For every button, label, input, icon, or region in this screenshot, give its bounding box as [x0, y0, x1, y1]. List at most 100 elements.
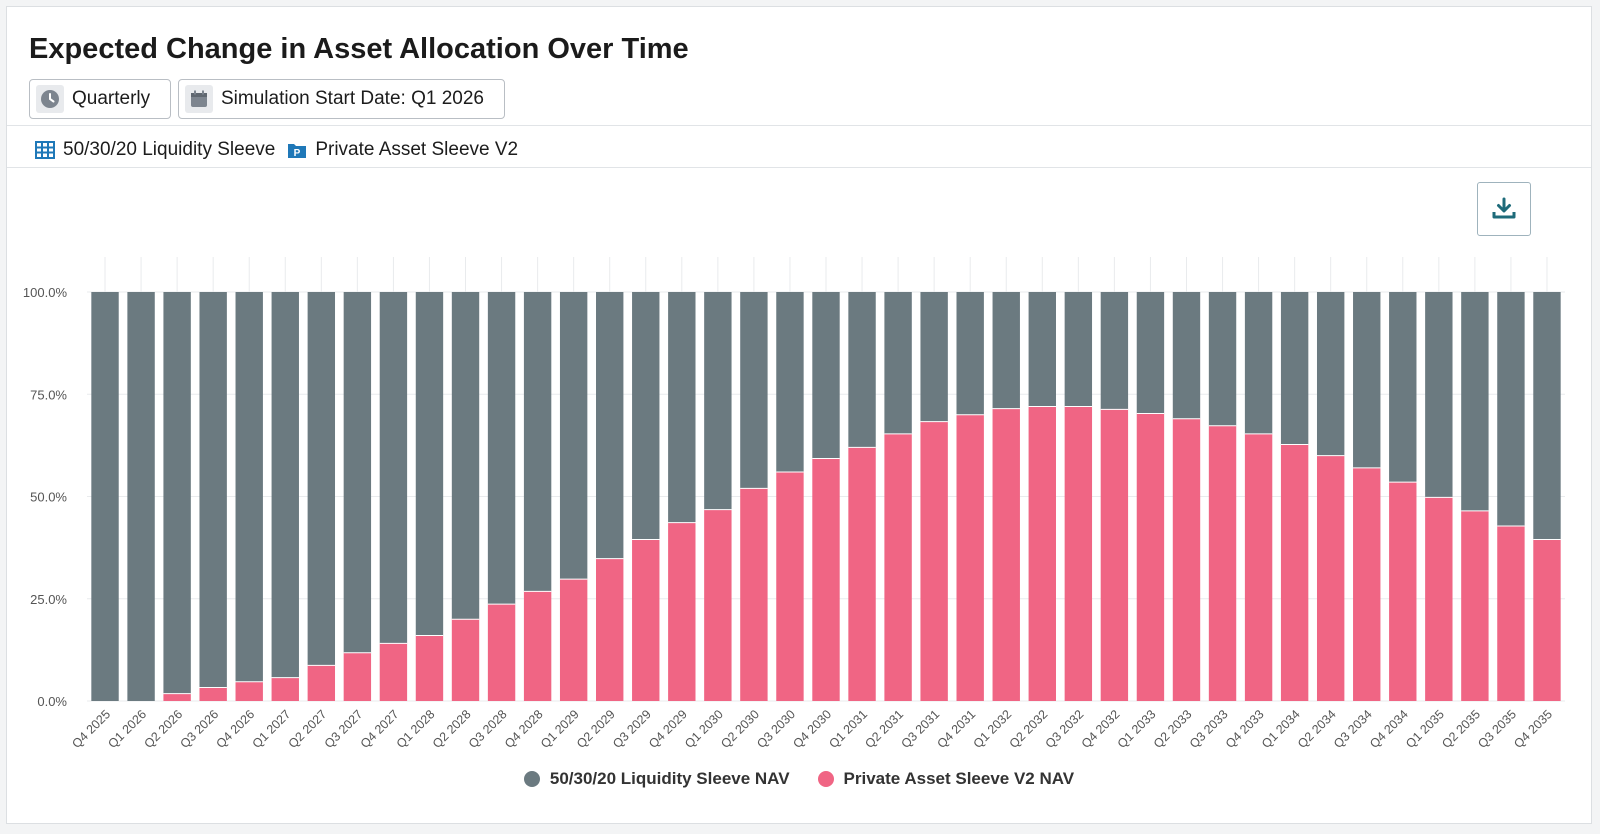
x-tick-label: Q2 2026 — [141, 707, 185, 751]
x-tick-label: Q3 2026 — [177, 707, 221, 751]
legend-dot-private — [817, 771, 834, 787]
y-tick-label: 100.0% — [23, 285, 68, 300]
bar-liquidity-q1-2030 — [704, 292, 732, 510]
bar-liquidity-q4-2028 — [523, 292, 552, 592]
y-tick-label: 25.0% — [30, 592, 67, 607]
x-tick-label: Q1 2032 — [971, 707, 1015, 751]
bar-liquidity-q2-2028 — [451, 292, 480, 620]
bar-private-q4-2035 — [1533, 539, 1561, 701]
frequency-button[interactable]: Quarterly — [29, 79, 172, 119]
x-tick-label: Q4 2035 — [1511, 707, 1555, 751]
x-tick-label: Q1 2030 — [682, 707, 726, 751]
bar-private-q4-2029 — [668, 522, 696, 701]
bar-liquidity-q3-2030 — [776, 292, 804, 472]
bar-private-q3-2033 — [1208, 425, 1237, 701]
grid-table-icon — [35, 141, 55, 159]
bar-liquidity-q4-2032 — [1100, 292, 1129, 410]
x-tick-label: Q3 2027 — [322, 707, 366, 751]
page-title: Expected Change in Asset Allocation Over… — [29, 33, 689, 65]
bar-private-q3-2030 — [776, 471, 804, 701]
legend-item-liquidity[interactable]: 50/30/20 Liquidity Sleeve NAV — [523, 769, 790, 789]
bar-private-q2-2029 — [596, 558, 624, 701]
y-tick-label: 50.0% — [30, 490, 67, 505]
bar-private-q2-2026 — [163, 693, 191, 701]
bar-private-q1-2031 — [848, 447, 876, 701]
legend-label-private: Private Asset Sleeve V2 NAV — [843, 769, 1075, 788]
bar-liquidity-q1-2032 — [992, 292, 1020, 409]
x-tick-label: Q4 2033 — [1223, 707, 1267, 751]
x-tick-label: Q2 2035 — [1439, 707, 1483, 751]
legend-item-private[interactable]: Private Asset Sleeve V2 NAV — [817, 769, 1075, 789]
bar-private-q4-2030 — [812, 458, 840, 701]
bar-liquidity-q3-2031 — [920, 292, 948, 422]
x-tick-label: Q1 2034 — [1259, 707, 1303, 751]
svg-text:P: P — [294, 148, 301, 159]
bar-liquidity-q3-2034 — [1353, 292, 1381, 468]
bar-private-q2-2035 — [1461, 510, 1489, 701]
chart-card: Expected Change in Asset Allocation Over… — [6, 6, 1592, 824]
bar-private-q3-2032 — [1064, 406, 1093, 701]
bar-liquidity-q4-2029 — [668, 292, 696, 523]
sleeve-liquidity-label: 50/30/20 Liquidity Sleeve — [63, 139, 276, 160]
bar-private-q1-2033 — [1136, 413, 1165, 701]
x-tick-label: Q3 2030 — [754, 707, 798, 751]
sleeve-private-label: Private Asset Sleeve V2 — [315, 139, 519, 160]
bar-liquidity-q3-2033 — [1208, 292, 1237, 426]
bar-liquidity-q4-2026 — [235, 292, 263, 682]
bar-private-q3-2029 — [632, 539, 660, 701]
sleeve-liquidity[interactable]: 50/30/20 Liquidity Sleeve — [35, 139, 275, 161]
x-tick-label: Q3 2031 — [898, 707, 942, 751]
bar-private-q1-2027 — [271, 677, 299, 701]
x-tick-label: Q2 2032 — [1007, 707, 1051, 751]
x-tick-label: Q2 2033 — [1151, 707, 1195, 751]
bar-private-q4-2034 — [1389, 482, 1417, 701]
start-date-button[interactable]: Simulation Start Date: Q1 2026 — [178, 79, 505, 119]
bar-private-q1-2034 — [1280, 444, 1309, 701]
bar-liquidity-q3-2027 — [343, 292, 372, 653]
x-tick-label: Q2 2030 — [718, 707, 762, 751]
divider-top — [7, 125, 1591, 126]
bar-private-q1-2030 — [704, 509, 732, 701]
x-tick-label: Q4 2031 — [934, 707, 978, 751]
bar-private-q3-2026 — [199, 687, 227, 701]
bar-liquidity-q2-2026 — [163, 292, 191, 694]
bar-private-q4-2028 — [523, 591, 552, 701]
bar-private-q2-2030 — [740, 488, 768, 701]
x-tick-label: Q3 2034 — [1331, 707, 1375, 751]
bar-liquidity-q2-2033 — [1172, 292, 1201, 419]
x-tick-label: Q2 2034 — [1295, 707, 1339, 751]
bar-private-q1-2028 — [415, 635, 444, 701]
bar-liquidity-q4-2027 — [379, 292, 408, 644]
bar-liquidity-q3-2035 — [1497, 292, 1525, 526]
calendar-icon — [185, 85, 213, 113]
x-tick-label: Q4 2034 — [1367, 707, 1411, 751]
legend-label-liquidity: 50/30/20 Liquidity Sleeve NAV — [549, 769, 790, 788]
bar-liquidity-q4-2035 — [1533, 292, 1561, 540]
x-tick-label: Q4 2030 — [790, 707, 834, 751]
x-tick-label: Q2 2029 — [574, 707, 618, 751]
bar-liquidity-q2-2032 — [1028, 292, 1056, 407]
x-tick-label: Q1 2033 — [1115, 707, 1159, 751]
bar-liquidity-q3-2029 — [632, 292, 660, 540]
bar-liquidity-q4-2034 — [1389, 292, 1417, 483]
bar-liquidity-q1-2033 — [1136, 292, 1165, 414]
bar-private-q4-2031 — [956, 414, 984, 701]
x-tick-label: Q1 2027 — [250, 707, 294, 751]
y-tick-label: 0.0% — [37, 694, 67, 709]
bar-liquidity-q4-2025 — [91, 292, 119, 701]
start-date-label: Simulation Start Date: Q1 2026 — [221, 88, 484, 109]
bar-liquidity-q2-2035 — [1461, 292, 1489, 511]
bar-private-q2-2033 — [1172, 418, 1201, 701]
sleeve-private[interactable]: P Private Asset Sleeve V2 — [287, 139, 518, 161]
bar-liquidity-q1-2034 — [1280, 292, 1309, 445]
x-tick-label: Q4 2027 — [358, 707, 402, 751]
download-button[interactable] — [1477, 182, 1531, 236]
bar-liquidity-q2-2034 — [1316, 292, 1345, 456]
x-tick-label: Q3 2035 — [1475, 707, 1519, 751]
x-tick-label: Q4 2026 — [214, 707, 258, 751]
bar-private-q3-2028 — [487, 604, 516, 701]
bar-private-q1-2035 — [1425, 497, 1453, 701]
chart-legend: 50/30/20 Liquidity Sleeve NAV Private As… — [7, 769, 1591, 789]
x-tick-label: Q4 2032 — [1079, 707, 1123, 751]
